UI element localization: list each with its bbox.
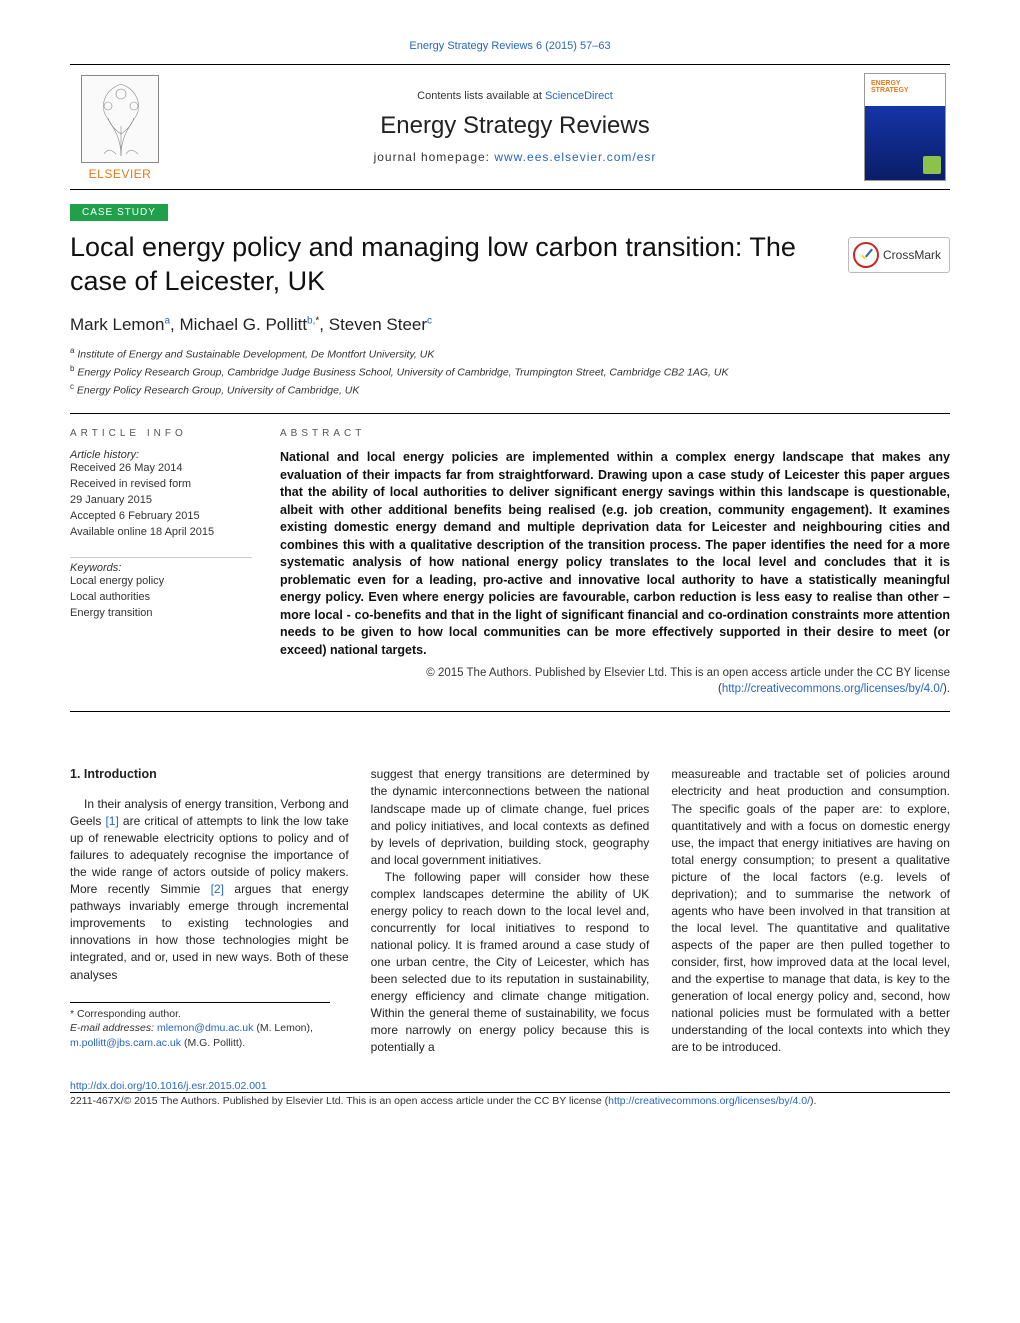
keywords: Local energy policy Local authorities En…: [70, 574, 252, 622]
email-1-who: (M. Lemon),: [253, 1022, 313, 1034]
contents-lists-line: Contents lists available at ScienceDirec…: [170, 90, 860, 102]
cover-mini-image-icon: [923, 156, 941, 174]
history-line: Received in revised form: [70, 477, 252, 493]
elsevier-wordmark: ELSEVIER: [89, 167, 152, 181]
ref-link-2[interactable]: [2]: [211, 882, 224, 896]
section-heading-1: 1. Introduction: [70, 766, 349, 784]
history-line: Available online 18 April 2015: [70, 525, 252, 541]
body-para: In their analysis of energy transition, …: [70, 796, 349, 983]
sciencedirect-link[interactable]: ScienceDirect: [545, 90, 613, 102]
elsevier-tree-icon: [81, 75, 159, 163]
journal-reference: Energy Strategy Reviews 6 (2015) 57–63: [70, 40, 950, 52]
history-label: Article history:: [70, 449, 252, 461]
abstract-heading: ABSTRACT: [280, 428, 950, 439]
journal-name: Energy Strategy Reviews: [170, 112, 860, 140]
history-lines: Received 26 May 2014 Received in revised…: [70, 461, 252, 541]
history-line: Accepted 6 February 2015: [70, 509, 252, 525]
author-2-star[interactable]: *: [315, 315, 319, 326]
contents-prefix: Contents lists available at: [417, 90, 545, 102]
footnote-star: * Corresponding author.: [70, 1007, 330, 1022]
history-line: 29 January 2015: [70, 493, 252, 509]
article-type-tag: CASE STUDY: [70, 204, 168, 221]
email-2[interactable]: m.pollitt@jbs.cam.ac.uk: [70, 1037, 181, 1049]
corresponding-footnote: * Corresponding author. E-mail addresses…: [70, 1002, 330, 1051]
crossmark-button[interactable]: CrossMark: [848, 237, 950, 273]
affil-b-sup: b: [70, 364, 74, 373]
affiliations: a Institute of Energy and Sustainable De…: [70, 345, 950, 400]
author-3-sup[interactable]: c: [427, 315, 432, 326]
elsevier-logo[interactable]: ELSEVIER: [70, 73, 170, 181]
cc-license-link[interactable]: http://creativecommons.org/licenses/by/4…: [722, 683, 943, 695]
cover-label-1: ENERGY: [871, 80, 901, 87]
ref-link-1[interactable]: [1]: [105, 814, 118, 828]
abstract-copyright: © 2015 The Authors. Published by Elsevie…: [280, 665, 950, 697]
keyword: Local authorities: [70, 590, 252, 606]
crossmark-label: CrossMark: [883, 248, 941, 262]
journal-cover-thumb[interactable]: ENERGY STRATEGY: [864, 73, 946, 181]
footer-text: 2211-467X/© 2015 The Authors. Published …: [70, 1095, 608, 1107]
body-columns: 1. Introduction In their analysis of ene…: [70, 766, 950, 1056]
author-3: Steven Steer: [329, 315, 427, 334]
info-divider: [70, 557, 252, 558]
keyword: Local energy policy: [70, 574, 252, 590]
body-para: suggest that energy transitions are dete…: [371, 766, 650, 868]
divider: [70, 711, 950, 712]
homepage-prefix: journal homepage:: [374, 150, 495, 164]
journal-homepage-line: journal homepage: www.ees.elsevier.com/e…: [170, 150, 860, 164]
affil-c: Energy Policy Research Group, University…: [77, 385, 359, 397]
keywords-label: Keywords:: [70, 562, 252, 574]
doi-link[interactable]: http://dx.doi.org/10.1016/j.esr.2015.02.…: [70, 1080, 950, 1092]
author-1: Mark Lemon: [70, 315, 164, 334]
footer-suffix: ).: [810, 1095, 816, 1107]
homepage-link[interactable]: www.ees.elsevier.com/esr: [494, 150, 656, 164]
affil-b: Energy Policy Research Group, Cambridge …: [77, 366, 728, 378]
cover-label-2: STRATEGY: [871, 87, 909, 94]
crossmark-icon: [853, 242, 879, 268]
email-1[interactable]: mlemon@dmu.ac.uk: [157, 1022, 253, 1034]
history-line: Received 26 May 2014: [70, 461, 252, 477]
divider: [70, 413, 950, 414]
body-para: measureable and tractable set of policie…: [671, 766, 950, 1056]
affil-c-sup: c: [70, 382, 74, 391]
email-2-who: (M.G. Pollitt).: [181, 1037, 245, 1049]
article-title: Local energy policy and managing low car…: [70, 231, 848, 299]
body-text: argues that energy pathways invariably e…: [70, 882, 349, 981]
page-footer-copyright: 2211-467X/© 2015 The Authors. Published …: [70, 1092, 950, 1107]
keyword: Energy transition: [70, 606, 252, 622]
affil-a: Institute of Energy and Sustainable Deve…: [77, 348, 434, 360]
journal-header: ELSEVIER Contents lists available at Sci…: [70, 64, 950, 190]
author-2: Michael G. Pollitt: [180, 315, 308, 334]
body-para: The following paper will consider how th…: [371, 869, 650, 1056]
abstract-text: National and local energy policies are i…: [280, 449, 950, 659]
copyright-text: © 2015 The Authors. Published by Elsevie…: [426, 667, 950, 679]
author-1-sup[interactable]: a: [164, 315, 170, 326]
email-label: E-mail addresses:: [70, 1022, 157, 1034]
affil-a-sup: a: [70, 346, 74, 355]
footer-license-link[interactable]: http://creativecommons.org/licenses/by/4…: [608, 1095, 810, 1107]
article-info-heading: ARTICLE INFO: [70, 428, 252, 439]
authors: Mark Lemona, Michael G. Pollittb,*, Stev…: [70, 315, 950, 335]
